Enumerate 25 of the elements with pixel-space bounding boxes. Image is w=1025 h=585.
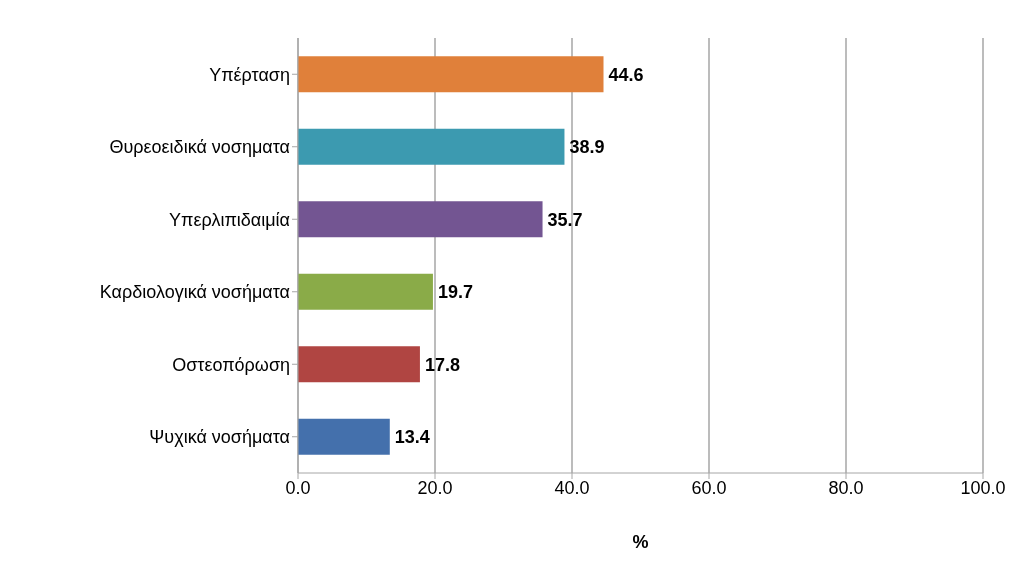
x-tick-label: 0.0 xyxy=(285,477,311,498)
x-tick-label: 20.0 xyxy=(417,477,453,498)
bar xyxy=(298,56,604,93)
bar xyxy=(298,273,433,310)
x-tick-label: 60.0 xyxy=(691,477,727,498)
data-label: 38.9 xyxy=(569,137,605,158)
data-label: 19.7 xyxy=(437,282,473,303)
data-label: 44.6 xyxy=(608,64,644,85)
y-tick-label: Καρδιολογικά νοσήματα xyxy=(99,282,290,303)
bar xyxy=(298,201,543,238)
y-tick-label: Υπέρταση xyxy=(209,64,290,85)
y-tick-label: Οστεοπόρωση xyxy=(172,354,290,375)
data-label: 35.7 xyxy=(547,209,583,230)
x-tick-label: 40.0 xyxy=(554,477,590,498)
x-tick-label: 100.0 xyxy=(960,477,1006,498)
y-tick-label: Υπερλιπιδαιμία xyxy=(169,209,290,230)
bar xyxy=(298,418,390,455)
x-axis-title: % xyxy=(632,532,649,552)
x-tick-label: 80.0 xyxy=(828,477,864,498)
bar xyxy=(298,128,565,165)
data-label: 13.4 xyxy=(394,427,430,448)
data-label: 17.8 xyxy=(424,354,460,375)
y-tick-label: Θυρεοειδικά νοσηματα xyxy=(109,137,290,158)
y-tick-label: Ψυχικά νοσήματα xyxy=(149,427,290,448)
bar xyxy=(298,346,420,383)
